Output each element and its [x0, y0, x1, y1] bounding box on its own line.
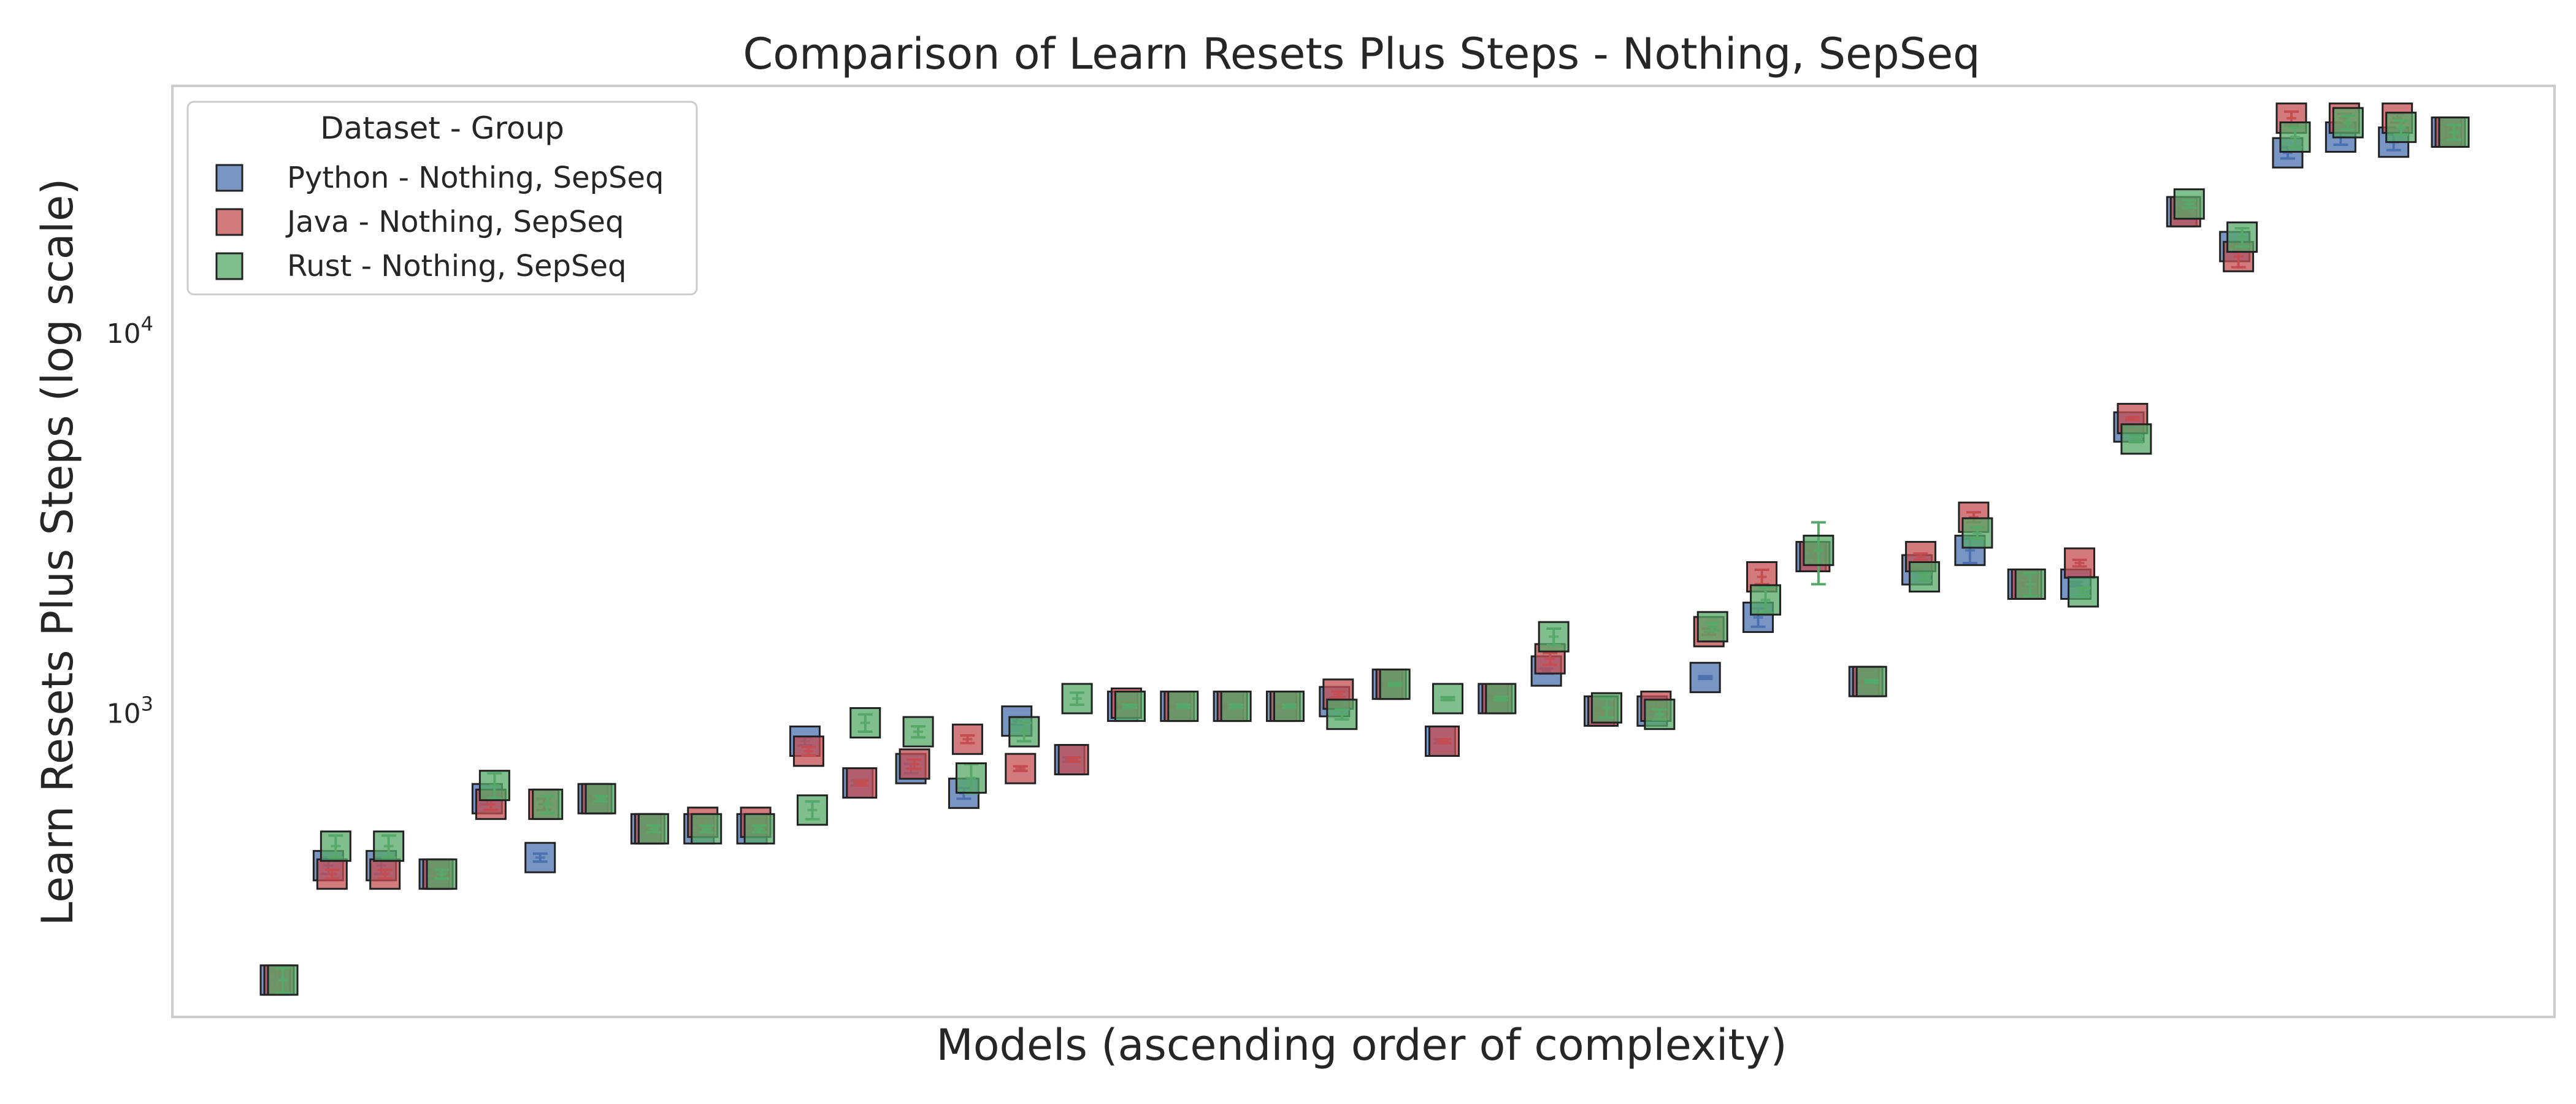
y-tick-label: 104 [107, 312, 153, 350]
data-point [1485, 683, 1517, 715]
legend: Dataset - Group Python - Nothing, SepSeq… [186, 101, 698, 296]
legend-items: Python - Nothing, SepSeq Java - Nothing, … [215, 161, 664, 283]
series-rust [267, 107, 2470, 996]
data-point [792, 735, 824, 767]
legend-swatch [215, 208, 243, 236]
y-tick-base: 10 [107, 318, 141, 350]
x-axis-label: Models (ascending order of complexity) [936, 1020, 1787, 1070]
legend-entry-label: Java - Nothing, SepSeq [285, 205, 624, 239]
y-tick-exponent: 4 [141, 312, 153, 335]
legend-swatch [215, 252, 243, 280]
data-point [426, 858, 458, 890]
legend-frame [186, 101, 698, 296]
data-point [1061, 683, 1093, 715]
legend-title: Dataset - Group [320, 110, 564, 146]
data-point [1644, 699, 1676, 730]
y-tick-base: 10 [107, 699, 141, 730]
data-point [1114, 691, 1146, 723]
data-point [849, 707, 881, 739]
data-point [1961, 517, 1993, 549]
data-marks [259, 102, 2470, 996]
data-point [320, 830, 351, 862]
data-point [1855, 665, 1887, 697]
y-tick-label: 103 [107, 692, 153, 730]
y-tick-exponent: 3 [141, 692, 153, 716]
legend-entry-label: Python - Nothing, SepSeq [287, 161, 664, 195]
y-axis-label: Learn Resets Plus Steps (log scale) [33, 178, 83, 926]
chart-title: Comparison of Learn Resets Plus Steps - … [743, 29, 1980, 79]
legend-swatch [215, 164, 243, 192]
legend-entry-label: Rust - Nothing, SepSeq [287, 249, 626, 283]
data-point [951, 723, 983, 755]
